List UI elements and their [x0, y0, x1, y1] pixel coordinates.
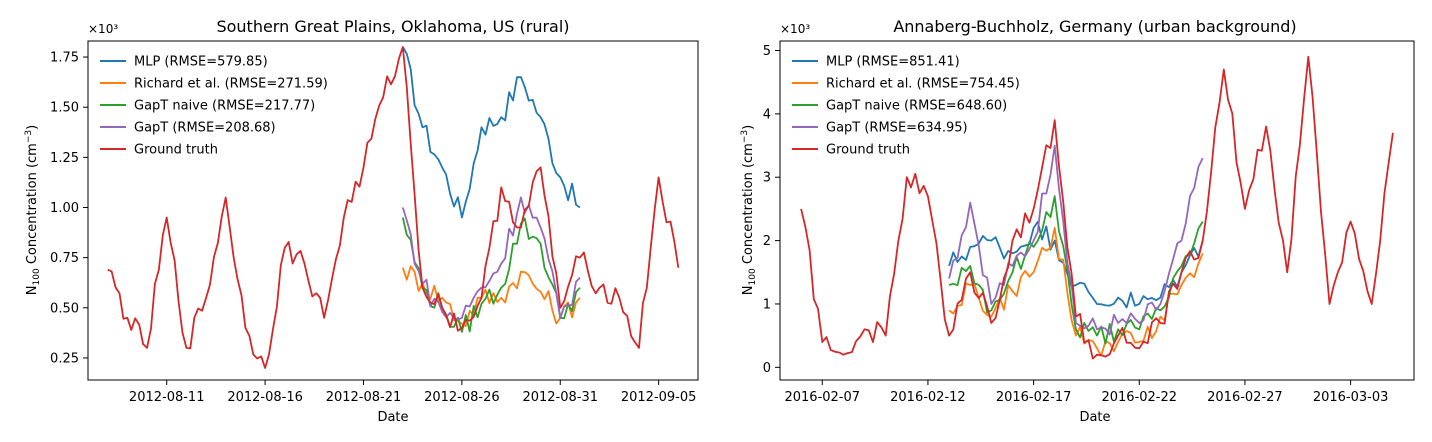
- y-tick-label: 3: [763, 171, 771, 186]
- series-line-mlp: [402, 46, 581, 219]
- y-tick-label: 0.75: [50, 251, 79, 266]
- series-line-ground: [800, 55, 1394, 360]
- legend-label: Richard et al. (RMSE=754.45): [826, 77, 1020, 92]
- x-axis-label: Date: [1079, 410, 1110, 425]
- x-tick-label: 2012-08-11: [129, 390, 205, 405]
- legend-label: Ground truth: [134, 143, 218, 158]
- chart-panel-right: Annaberg-Buchholz, Germany (urban backgr…: [740, 17, 1415, 425]
- y-tick-label: 1.00: [50, 201, 79, 216]
- x-tick-label: 2012-08-21: [326, 390, 402, 405]
- y-tick-label: 0.25: [50, 351, 79, 366]
- series-line-richard: [948, 227, 1204, 357]
- y-axis-label: N100 Concentration (cm−3): [24, 125, 42, 295]
- x-tick-label: 2016-02-22: [1101, 390, 1177, 405]
- series-line-gapt: [948, 144, 1204, 336]
- y-tick-label: 1: [763, 297, 771, 312]
- x-tick-label: 2012-08-16: [227, 390, 303, 405]
- plot-area: [779, 40, 1415, 381]
- y-axis-label: N100 Concentration (cm−3): [740, 125, 758, 295]
- x-tick-label: 2016-02-27: [1207, 390, 1283, 405]
- legend-label: GapT naive (RMSE=648.60): [826, 99, 1007, 114]
- y-multiplier: ×10³: [88, 22, 118, 36]
- plot-area: [87, 40, 699, 381]
- x-tick-label: 2012-08-26: [424, 390, 500, 405]
- x-tick-label: 2012-08-31: [522, 390, 598, 405]
- x-tick-label: 2016-02-07: [784, 390, 860, 405]
- x-tick-label: 2016-03-03: [1313, 390, 1389, 405]
- chart-title: Southern Great Plains, Oklahoma, US (rur…: [216, 17, 569, 36]
- y-tick-label: 2: [763, 234, 771, 249]
- series-line-gapt: [948, 195, 1204, 345]
- y-tick-label: 0: [763, 361, 771, 376]
- series-line-gapt: [401, 217, 581, 333]
- y-tick-label: 1.75: [50, 51, 79, 66]
- series-line-mlp: [948, 220, 1204, 309]
- x-tick-label: 2016-02-17: [996, 390, 1072, 405]
- chart-panel-left: Southern Great Plains, Oklahoma, US (rur…: [24, 17, 699, 425]
- legend-label: Ground truth: [826, 143, 910, 158]
- y-tick-label: 4: [763, 107, 771, 122]
- legend-label: GapT (RMSE=634.95): [826, 121, 968, 136]
- y-tick-label: 5: [763, 44, 771, 59]
- x-axis-label: Date: [377, 410, 408, 425]
- legend-label: Richard et al. (RMSE=271.59): [134, 77, 328, 92]
- y-tick-label: 1.50: [50, 101, 79, 116]
- y-multiplier: ×10³: [780, 22, 810, 36]
- series-line-ground: [107, 46, 680, 369]
- x-tick-label: 2012-09-05: [621, 390, 697, 405]
- y-tick-label: 0.50: [50, 301, 79, 316]
- chart-title: Annaberg-Buchholz, Germany (urban backgr…: [893, 17, 1296, 36]
- legend-label: MLP (RMSE=579.85): [134, 55, 268, 70]
- y-tick-label: 1.25: [50, 151, 79, 166]
- legend-label: GapT (RMSE=208.68): [134, 121, 276, 136]
- legend-label: GapT naive (RMSE=217.77): [134, 99, 315, 114]
- legend-label: MLP (RMSE=851.41): [826, 55, 960, 70]
- x-tick-label: 2016-02-12: [890, 390, 966, 405]
